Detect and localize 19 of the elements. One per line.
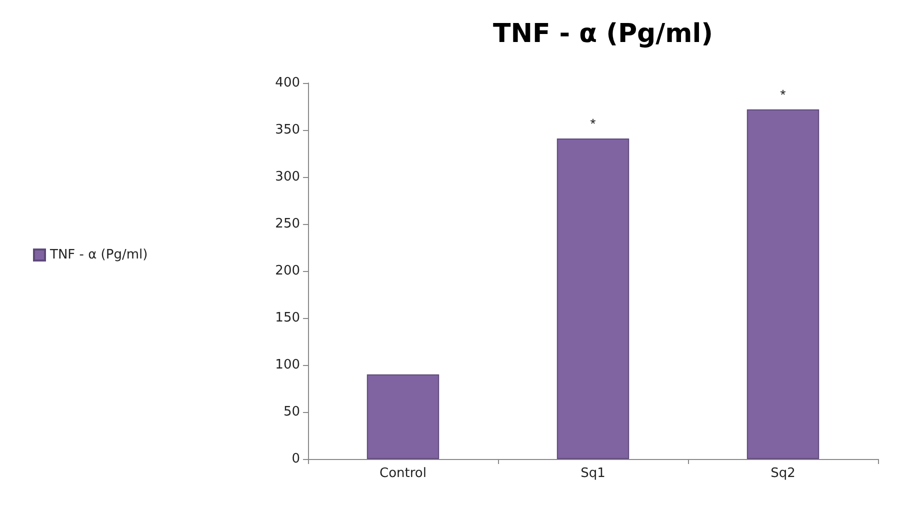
y-tick-label: 200 bbox=[275, 264, 300, 278]
bar bbox=[746, 109, 820, 459]
x-tick-label: Control bbox=[380, 466, 426, 481]
chart-title: TNF - α (Pg/ml) bbox=[493, 19, 713, 49]
legend-label: TNF - α (Pg/ml) bbox=[49, 248, 148, 262]
y-tick-label: 100 bbox=[275, 358, 300, 372]
x-tick-label: Sq1 bbox=[580, 466, 606, 481]
annotation: * bbox=[590, 115, 596, 132]
bar bbox=[556, 138, 630, 459]
annotation: * bbox=[780, 86, 786, 102]
x-tick-label: Sq2 bbox=[770, 466, 796, 481]
y-tick-label: 300 bbox=[275, 170, 300, 184]
y-tick-label: 0 bbox=[292, 452, 300, 466]
y-tick-label: 150 bbox=[275, 310, 300, 326]
y-tick-label: 250 bbox=[275, 216, 300, 232]
bar bbox=[366, 374, 440, 459]
y-tick-label: 50 bbox=[283, 404, 300, 420]
y-tick-label: 400 bbox=[275, 76, 300, 90]
y-tick-label: 350 bbox=[275, 122, 300, 138]
